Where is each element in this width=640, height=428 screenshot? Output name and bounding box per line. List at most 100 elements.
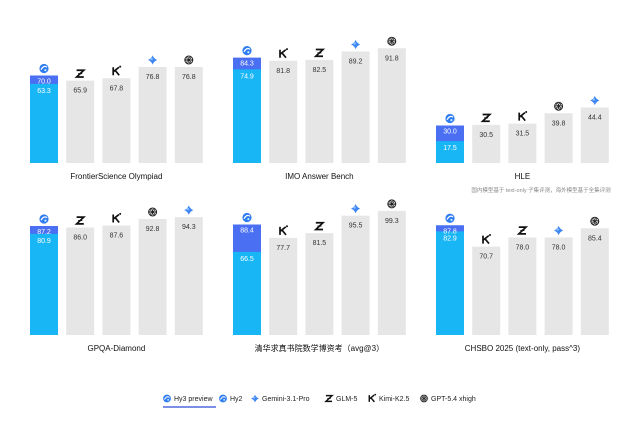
kimi-k-icon: [279, 225, 288, 236]
value-label-gemini: 95.5: [349, 223, 363, 230]
legend-label: Hy2: [230, 396, 243, 403]
legend-label: Hy3 preview: [174, 396, 213, 403]
gemini-icon: [251, 394, 259, 403]
value-label-hy3-preview: 87.8: [443, 228, 457, 235]
value-label-gpt: 39.8: [552, 120, 566, 127]
zhipu-z-icon: [313, 48, 326, 58]
bar-glm: [472, 124, 501, 163]
value-label-glm: 65.9: [73, 88, 87, 95]
bar-glm: [305, 59, 334, 163]
legend-label: Gemini-3.1-Pro: [262, 396, 310, 403]
value-label-kimi: 81.8: [276, 68, 290, 75]
bar-gemini: [174, 217, 203, 335]
kimi-k-icon: [112, 212, 122, 224]
openai-icon: [387, 199, 397, 209]
hunyuan-icon: [219, 394, 227, 403]
openai-icon: [148, 207, 158, 217]
value-label-gpt: 92.8: [146, 226, 160, 233]
kimi-k-icon: [368, 393, 377, 403]
bar-gpt: [580, 228, 609, 335]
value-label-hy3-preview: 87.2: [37, 229, 51, 236]
value-label-gemini: 76.8: [146, 74, 160, 81]
value-label-kimi: 70.7: [479, 254, 493, 261]
zhipu-z-icon: [74, 216, 86, 225]
bar-hy2: [30, 233, 58, 335]
value-label-gpt: 99.3: [385, 218, 399, 225]
value-label-hy3-preview: 88.4: [240, 228, 254, 235]
hunyuan-icon: [445, 113, 455, 124]
chart-title: GPQA-Diamond: [88, 344, 146, 353]
chart-title: FrontierScience Olympiad: [70, 172, 162, 181]
bar-gemini: [580, 107, 609, 163]
chart-title: IMO Answer Bench: [285, 172, 353, 181]
chart-panel: 88.4 66.5 77.7 81.5 95.5 99.3 清华求真书院数学博资考（avg@…: [233, 199, 406, 353]
bar-gpt: [544, 113, 573, 163]
bar-glm: [66, 80, 95, 163]
value-label-hy3-preview: 30.0: [443, 129, 457, 136]
value-label-gemini: 89.2: [349, 59, 363, 66]
zhipu-z-icon: [324, 394, 334, 403]
chart-panel: 87.882.9 70.7 78.0 78.0 85.4 CHSBO 2025 (text…: [436, 213, 609, 353]
value-label-gpt: 85.4: [588, 235, 602, 242]
value-label-gemini: 94.3: [182, 224, 196, 231]
legend-label: Kimi-K2.5: [379, 396, 409, 403]
legend-item-hy3_preview: Hy3 preview: [163, 394, 216, 408]
value-label-glm: 30.5: [479, 132, 493, 139]
bar-hy2: [233, 69, 261, 163]
value-label-hy2: 82.9: [443, 235, 457, 242]
hunyuan-icon: [39, 63, 49, 74]
hunyuan-icon: [39, 214, 49, 224]
value-label-glm: 82.5: [313, 67, 327, 74]
gemini-icon: [351, 204, 361, 214]
chart-panel: 84.3 74.9 81.8 82.5 89.2 91.8 IMO Answer Bench: [233, 36, 406, 181]
bar-gpt: [377, 210, 406, 335]
bar-kimi: [508, 123, 537, 163]
bar-kimi: [472, 246, 501, 335]
value-label-hy3-preview: 84.3: [240, 61, 254, 68]
zhipu-z-icon: [516, 226, 529, 235]
value-label-gemini: 44.4: [588, 115, 602, 122]
legend-item-gpt: GPT-5.4 xhigh: [420, 394, 476, 403]
bar-glm: [508, 237, 537, 335]
legend: Hy3 preview Hy2 Gemini-3.1-Pro GLM-5 Kimi-K2…: [163, 393, 476, 408]
value-label-kimi: 67.8: [110, 85, 124, 92]
openai-icon: [184, 55, 194, 65]
chart-title: CHSBO 2025 (text-only, pass^3): [465, 344, 581, 353]
gemini-icon: [184, 205, 194, 215]
value-label-glm: 86.0: [73, 235, 87, 242]
legend-label: GPT-5.4 xhigh: [431, 396, 476, 403]
hunyuan-icon: [242, 46, 252, 56]
bar-glm: [66, 227, 95, 335]
value-label-hy2: 80.9: [37, 238, 51, 245]
hunyuan-icon: [242, 212, 252, 223]
footnote-text: 国内模型基于 text-only 子集评测，海外模型基于全集评测: [471, 186, 611, 194]
kimi-k-icon: [279, 48, 288, 59]
chart-title: 清华求真书院数学博资考（avg@3）: [255, 343, 384, 353]
value-label-glm: 81.5: [313, 240, 327, 247]
openai-icon: [590, 216, 600, 226]
bar-gemini: [341, 51, 370, 163]
bar-kimi: [269, 237, 298, 335]
bar-hy2: [436, 141, 464, 163]
legend-item-gemini: Gemini-3.1-Pro: [251, 394, 310, 403]
bar-gemini: [544, 237, 573, 335]
hunyuan-icon: [163, 394, 171, 403]
legend-item-hy2: Hy2: [219, 394, 243, 403]
value-label-gemini: 78.0: [552, 245, 566, 252]
value-label-kimi: 31.5: [516, 131, 530, 138]
zhipu-z-icon: [74, 69, 86, 78]
bar-gpt: [138, 219, 167, 335]
gemini-icon: [590, 95, 600, 106]
hunyuan-icon: [445, 213, 455, 223]
zhipu-z-icon: [313, 221, 326, 231]
bar-kimi: [102, 225, 131, 335]
openai-icon: [420, 394, 428, 403]
value-label-gpt: 76.8: [182, 74, 196, 81]
gemini-icon: [351, 39, 361, 50]
value-label-gpt: 91.8: [385, 55, 399, 62]
openai-icon: [554, 101, 564, 111]
chart-panel: 87.2 80.9 86.0 87.6 92.8 94.3 GPQA-Diamond: [30, 205, 203, 353]
bar-gpt: [174, 67, 203, 163]
zhipu-z-icon: [480, 113, 492, 123]
